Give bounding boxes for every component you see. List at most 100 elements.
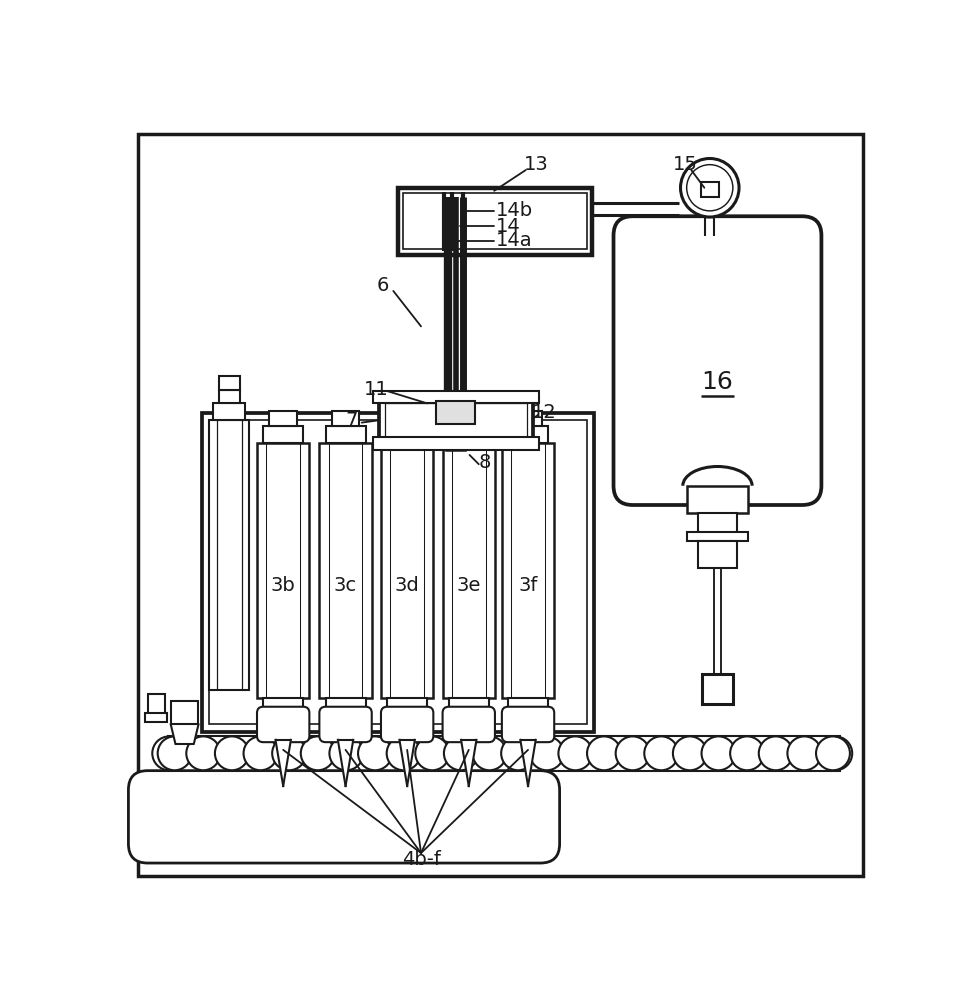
Bar	[502, 443, 554, 698]
Circle shape	[681, 158, 739, 217]
Bar	[146, 713, 167, 722]
Circle shape	[187, 736, 220, 770]
Circle shape	[644, 736, 678, 770]
Text: 3f: 3f	[519, 576, 537, 595]
Text: 12: 12	[531, 403, 557, 422]
Bar	[219, 376, 240, 389]
Circle shape	[687, 165, 733, 211]
Bar	[687, 532, 748, 541]
Bar	[381, 443, 434, 698]
Text: 4b-f: 4b-f	[402, 850, 441, 869]
Text: 15: 15	[673, 155, 698, 174]
Circle shape	[787, 736, 822, 770]
Bar	[385, 403, 527, 437]
Circle shape	[759, 736, 792, 770]
Circle shape	[816, 736, 850, 770]
Bar	[387, 698, 427, 713]
Circle shape	[387, 736, 420, 770]
FancyBboxPatch shape	[319, 707, 371, 742]
Bar	[219, 389, 240, 403]
Circle shape	[673, 736, 706, 770]
Bar	[379, 397, 532, 443]
Bar	[394, 411, 421, 426]
Circle shape	[157, 736, 191, 770]
FancyBboxPatch shape	[257, 707, 310, 742]
Bar	[270, 411, 297, 426]
Text: 16: 16	[701, 370, 734, 394]
Text: 14a: 14a	[495, 231, 532, 250]
Circle shape	[730, 736, 764, 770]
Bar	[209, 420, 249, 690]
Bar	[372, 391, 539, 403]
Bar	[257, 443, 310, 698]
Bar	[508, 426, 548, 443]
FancyBboxPatch shape	[128, 771, 560, 863]
Bar	[701, 182, 719, 197]
Circle shape	[473, 736, 506, 770]
Circle shape	[444, 736, 478, 770]
Circle shape	[559, 736, 592, 770]
Bar	[387, 426, 427, 443]
Text: 11: 11	[364, 380, 389, 399]
Bar	[443, 443, 495, 698]
Polygon shape	[461, 740, 477, 786]
Circle shape	[273, 736, 306, 770]
FancyBboxPatch shape	[614, 216, 822, 505]
Bar	[448, 698, 488, 713]
Bar	[319, 443, 371, 698]
Bar	[437, 401, 475, 424]
Polygon shape	[171, 724, 198, 744]
Bar	[213, 403, 245, 420]
FancyBboxPatch shape	[502, 707, 554, 742]
Bar	[263, 698, 303, 713]
Bar	[332, 411, 360, 426]
Bar	[201, 413, 594, 732]
Bar	[404, 193, 586, 249]
Polygon shape	[338, 740, 354, 786]
Text: 6: 6	[376, 276, 389, 295]
FancyBboxPatch shape	[381, 707, 434, 742]
Bar	[687, 486, 748, 513]
Bar	[455, 411, 483, 426]
Bar	[263, 426, 303, 443]
Circle shape	[243, 736, 277, 770]
Bar	[148, 694, 164, 717]
Circle shape	[358, 736, 392, 770]
Circle shape	[616, 736, 650, 770]
Text: 3d: 3d	[395, 576, 419, 595]
Circle shape	[530, 736, 564, 770]
Text: 3c: 3c	[334, 576, 358, 595]
Polygon shape	[521, 740, 535, 786]
Text: 13: 13	[524, 155, 549, 174]
Circle shape	[501, 736, 535, 770]
Circle shape	[587, 736, 621, 770]
Bar	[209, 420, 586, 724]
Bar	[451, 443, 459, 450]
Text: 3e: 3e	[456, 576, 481, 595]
Bar	[446, 443, 465, 450]
Bar	[702, 674, 733, 704]
Circle shape	[329, 736, 363, 770]
Text: 14b: 14b	[495, 201, 532, 220]
Bar	[398, 188, 592, 255]
Bar	[514, 411, 542, 426]
Bar	[171, 701, 198, 724]
Text: 8: 8	[479, 453, 491, 472]
Circle shape	[301, 736, 335, 770]
Bar	[508, 698, 548, 713]
Circle shape	[701, 736, 736, 770]
Bar	[448, 426, 488, 443]
Text: 7: 7	[346, 411, 358, 430]
Text: 3b: 3b	[271, 576, 296, 595]
FancyBboxPatch shape	[443, 707, 495, 742]
Bar	[325, 426, 365, 443]
Bar	[325, 698, 365, 713]
Bar	[699, 513, 737, 536]
Polygon shape	[400, 740, 415, 786]
Circle shape	[415, 736, 449, 770]
Bar	[372, 437, 539, 450]
Text: 14: 14	[495, 217, 521, 236]
Circle shape	[215, 736, 249, 770]
Polygon shape	[276, 740, 291, 786]
Bar	[699, 541, 737, 568]
